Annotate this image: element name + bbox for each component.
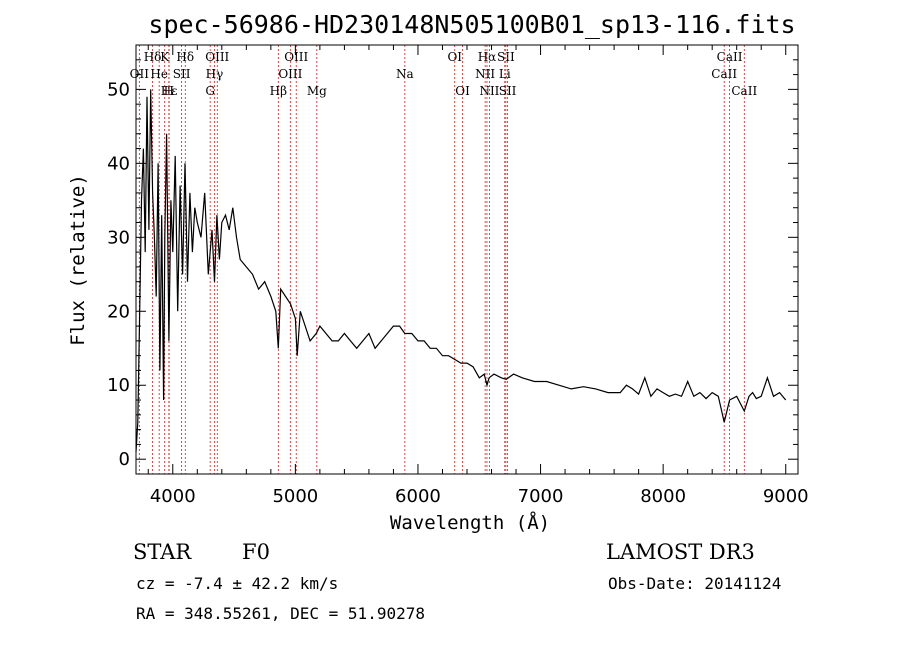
- line-label-17: CaII: [711, 67, 737, 81]
- line-label-6: Hα: [478, 50, 497, 64]
- line-label-1: K: [160, 50, 170, 64]
- y-axis-label: Flux (relative): [67, 174, 89, 346]
- line-label-11: SII: [173, 67, 191, 81]
- obs-date: Obs-Date: 20141124: [608, 574, 782, 593]
- x-axis-ticks: 4000 5000 6000 7000 8000 9000: [147, 45, 809, 507]
- y-tick-label: 40: [107, 153, 130, 174]
- x-tick-label: 6000: [395, 486, 441, 507]
- line-label-13: OIII: [278, 67, 302, 81]
- y-axis-ticks: 0 10 20 30 40 50: [107, 59, 798, 470]
- x-axis-label: Wavelength (Å): [390, 511, 550, 534]
- line-label-9: OII: [130, 67, 150, 81]
- line-label-16: Li: [499, 67, 511, 81]
- x-tick-label: 9000: [763, 486, 809, 507]
- line-label-26: CaII: [731, 84, 757, 98]
- object-class: STAR: [133, 540, 192, 564]
- x-tick-label: 8000: [640, 486, 686, 507]
- line-label-3: OIII: [205, 50, 229, 64]
- line-label-19: H: [164, 84, 174, 98]
- line-label-12: Hγ: [206, 67, 224, 81]
- plot-frame: [135, 44, 799, 475]
- spectrum-series-line: [135, 89, 787, 452]
- spectral-subclass: F0: [242, 540, 270, 564]
- line-label-0: Hδ: [144, 50, 162, 64]
- x-tick-label: 4000: [150, 486, 196, 507]
- line-label-5: OI: [447, 50, 462, 64]
- line-label-2: Hδ: [176, 50, 194, 64]
- x-tick-label: 7000: [518, 486, 564, 507]
- line-label-4: OIII: [284, 50, 308, 64]
- line-label-20: G: [205, 84, 215, 98]
- line-label-22: Mg: [307, 84, 327, 98]
- y-tick-label: 10: [107, 375, 130, 396]
- y-tick-label: 0: [119, 449, 130, 470]
- survey-name: LAMOST DR3: [606, 540, 755, 564]
- y-tick-label: 50: [107, 79, 130, 100]
- coordinates-text: RA = 348.55261, DEC = 51.90278: [136, 604, 425, 623]
- line-label-24: NII: [479, 84, 499, 98]
- line-label-21: Hβ: [270, 84, 287, 98]
- line-label-8: CaII: [717, 50, 743, 64]
- line-label-14: Na: [396, 67, 414, 81]
- line-label-23: OI: [455, 84, 470, 98]
- line-label-7: SII: [497, 50, 515, 64]
- redshift-text: cz = -7.4 ± 42.2 km/s: [136, 574, 339, 593]
- line-label-10: He: [150, 67, 168, 81]
- line-label-25: SII: [499, 84, 517, 98]
- y-tick-label: 20: [107, 301, 130, 322]
- chart-title: spec-56986-HD230148N505100B01_sp13-116.f…: [148, 10, 795, 39]
- y-tick-label: 30: [107, 227, 130, 248]
- x-tick-label: 5000: [272, 486, 318, 507]
- spectrum-chart: spec-56986-HD230148N505100B01_sp13-116.f…: [67, 10, 809, 534]
- line-label-15: NII: [475, 67, 495, 81]
